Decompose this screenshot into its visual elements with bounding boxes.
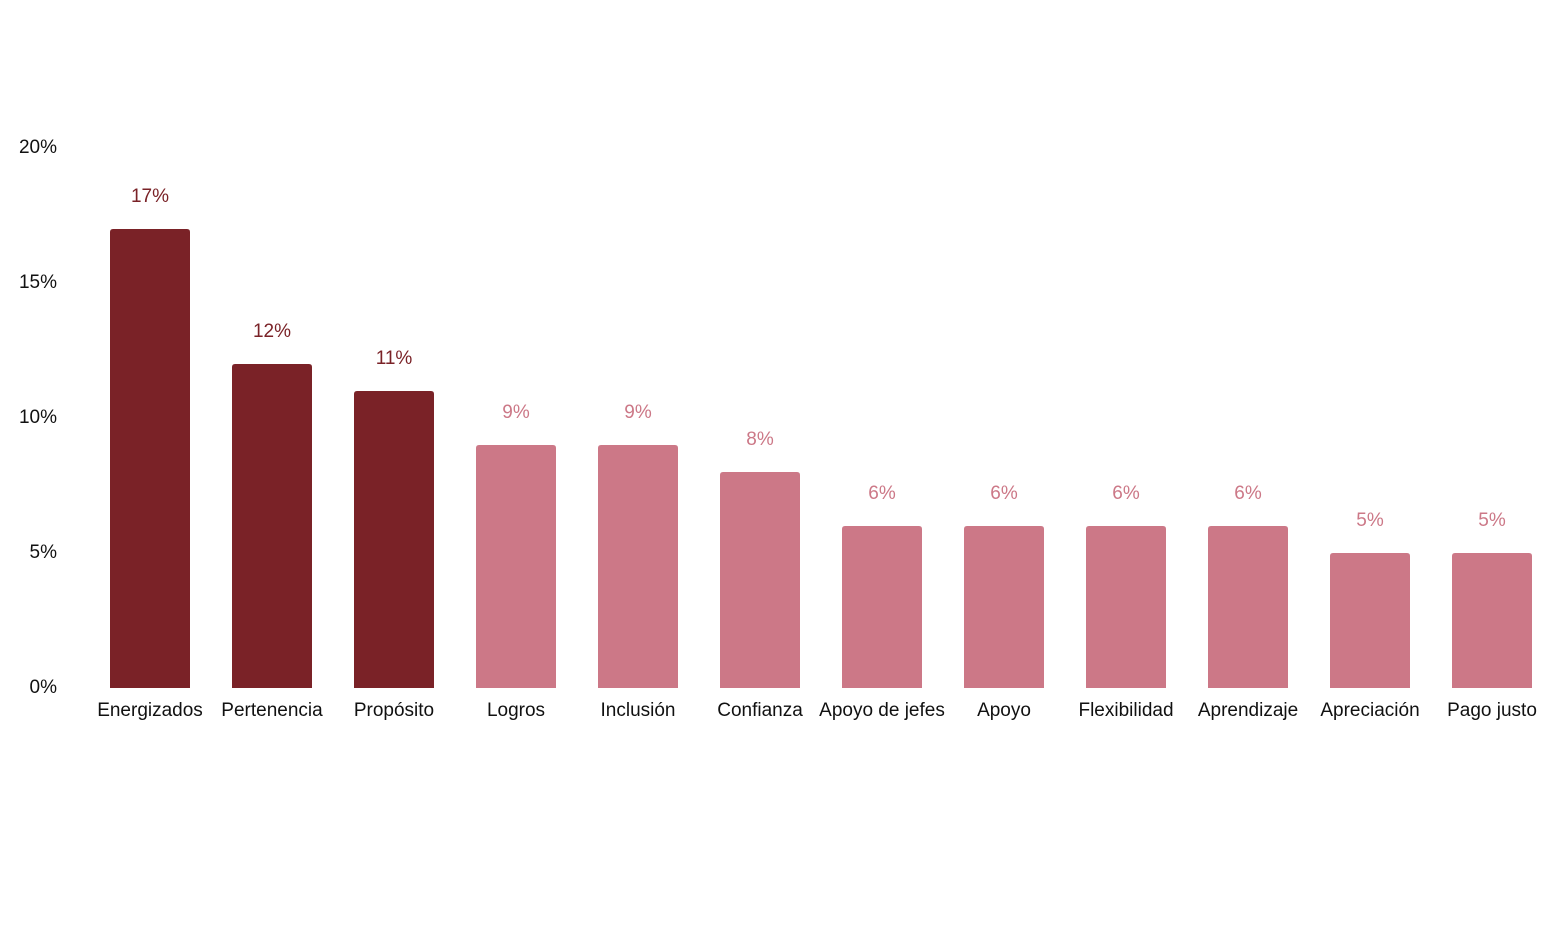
bar — [964, 526, 1044, 688]
bar — [842, 526, 922, 688]
x-tick-label: Propósito — [354, 700, 434, 721]
data-label: 5% — [1356, 510, 1384, 531]
data-label: 9% — [624, 402, 652, 423]
x-tick-label: Pago justo — [1447, 700, 1537, 721]
bar — [1330, 553, 1410, 688]
data-label: 12% — [253, 321, 291, 342]
bar — [232, 364, 312, 688]
x-tick-label: Logros — [487, 700, 545, 721]
y-tick-label: 0% — [30, 677, 58, 698]
bar — [598, 445, 678, 688]
x-tick-label: Apoyo de jefes — [819, 700, 945, 721]
data-label: 6% — [1234, 483, 1262, 504]
y-tick-label: 20% — [19, 137, 57, 158]
x-tick-label: Energizados — [97, 700, 203, 721]
data-label: 17% — [131, 186, 169, 207]
bar — [1452, 553, 1532, 688]
x-tick-label: Confianza — [717, 700, 803, 721]
bar — [1086, 526, 1166, 688]
bar — [354, 391, 434, 688]
data-label: 5% — [1478, 510, 1506, 531]
data-label: 9% — [502, 402, 530, 423]
bar — [110, 229, 190, 688]
x-tick-label: Apoyo — [977, 700, 1031, 721]
x-tick-label: Apreciación — [1320, 700, 1419, 721]
bar — [720, 472, 800, 688]
data-label: 6% — [990, 483, 1018, 504]
x-tick-label: Aprendizaje — [1198, 700, 1298, 721]
x-tick-label: Inclusión — [601, 700, 676, 721]
data-label: 6% — [1112, 483, 1140, 504]
x-tick-label: Flexibilidad — [1078, 700, 1173, 721]
y-tick-label: 5% — [30, 542, 58, 563]
bar — [1208, 526, 1288, 688]
data-label: 6% — [868, 483, 896, 504]
y-tick-label: 10% — [19, 407, 57, 428]
data-label: 11% — [376, 348, 413, 369]
bar — [476, 445, 556, 688]
data-label: 8% — [746, 429, 774, 450]
x-tick-label: Pertenencia — [221, 700, 323, 721]
y-tick-label: 15% — [19, 272, 57, 293]
